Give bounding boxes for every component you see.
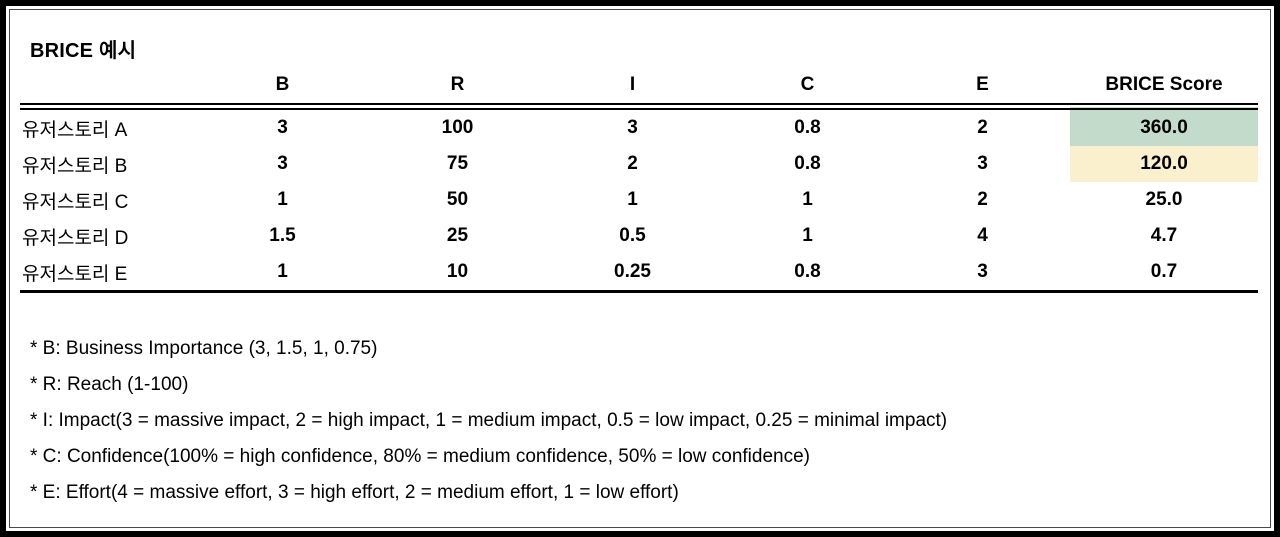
column-header-c: C bbox=[720, 66, 895, 110]
column-header-e: E bbox=[895, 66, 1070, 110]
cell-e: 2 bbox=[977, 117, 988, 138]
cell-score-highlight-green: 360.0 bbox=[1070, 106, 1258, 146]
table-row: 유저스토리 D 1.5 25 0.5 1 4 4.7 bbox=[20, 218, 1258, 254]
table-row: 유저스토리 B 3 75 2 0.8 3 120.0 bbox=[20, 146, 1258, 182]
row-label: 유저스토리 A bbox=[22, 119, 128, 141]
page-title: BRICE 예시 bbox=[30, 40, 137, 62]
cell-score-highlight-yellow: 120.0 bbox=[1070, 146, 1258, 182]
cell-c: 1 bbox=[802, 225, 813, 246]
row-label: 유저스토리 B bbox=[22, 155, 128, 177]
cell-b: 1 bbox=[277, 189, 288, 210]
brice-score-table: B R I C E BRICE Score 유저스토리 A 3 100 3 0.… bbox=[20, 66, 1258, 293]
cell-e: 4 bbox=[977, 225, 988, 246]
footnote-confidence: * C: Confidence(100% = high confidence, … bbox=[30, 446, 811, 467]
cell-e: 2 bbox=[977, 189, 988, 210]
cell-i: 0.5 bbox=[619, 225, 646, 246]
cell-c: 1 bbox=[802, 189, 813, 210]
table-row: 유저스토리 A 3 100 3 0.8 2 360.0 bbox=[20, 106, 1258, 146]
cell-r: 25 bbox=[446, 225, 469, 246]
cell-b: 1 bbox=[195, 254, 370, 293]
cell-i: 3 bbox=[627, 117, 638, 138]
cell-r: 75 bbox=[446, 153, 469, 174]
table-header-row: B R I C E BRICE Score bbox=[20, 66, 1258, 110]
column-header-brice-score: BRICE Score bbox=[1070, 66, 1258, 110]
cell-c: 0.8 bbox=[794, 153, 821, 174]
cell-r: 100 bbox=[441, 117, 474, 138]
row-label: 유저스토리 E bbox=[20, 254, 195, 293]
cell-score: 25.0 bbox=[1145, 189, 1183, 210]
footnote-business-importance: * B: Business Importance (3, 1.5, 1, 0.7… bbox=[30, 338, 378, 359]
cell-b: 1.5 bbox=[269, 225, 296, 246]
row-label: 유저스토리 D bbox=[22, 227, 129, 249]
cell-score: 4.7 bbox=[1150, 225, 1178, 246]
cell-i: 1 bbox=[627, 189, 638, 210]
column-header-empty bbox=[20, 66, 195, 110]
column-header-b: B bbox=[195, 66, 370, 110]
cell-b: 3 bbox=[277, 117, 288, 138]
footnote-reach: * R: Reach (1-100) bbox=[30, 374, 189, 395]
column-header-i: I bbox=[545, 66, 720, 110]
footnote-effort: * E: Effort(4 = massive effort, 3 = high… bbox=[30, 482, 679, 503]
cell-i: 0.25 bbox=[545, 254, 720, 293]
cell-c: 0.8 bbox=[720, 254, 895, 293]
cell-e: 3 bbox=[977, 153, 988, 174]
column-header-r: R bbox=[370, 66, 545, 110]
cell-e: 3 bbox=[895, 254, 1070, 293]
cell-r: 50 bbox=[446, 189, 469, 210]
footnote-impact: * I: Impact(3 = massive impact, 2 = high… bbox=[30, 410, 948, 431]
table-row: 유저스토리 E 1 10 0.25 0.8 3 0.7 bbox=[20, 254, 1258, 293]
cell-i: 2 bbox=[627, 153, 638, 174]
cell-r: 10 bbox=[370, 254, 545, 293]
cell-b: 3 bbox=[277, 153, 288, 174]
cell-c: 0.8 bbox=[794, 117, 821, 138]
table-row: 유저스토리 C 1 50 1 1 2 25.0 bbox=[20, 182, 1258, 218]
cell-score: 0.7 bbox=[1070, 254, 1258, 293]
legend-footnotes: * B: Business Importance (3, 1.5, 1, 0.7… bbox=[30, 331, 947, 511]
row-label: 유저스토리 C bbox=[22, 191, 129, 213]
